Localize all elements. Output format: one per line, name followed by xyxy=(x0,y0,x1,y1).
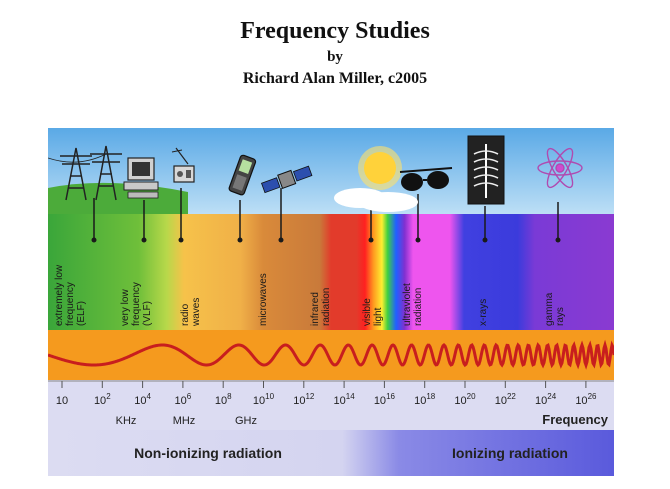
band-label: very lowfrequency(VLF) xyxy=(120,282,153,326)
axis-tick-label: 108 xyxy=(215,392,232,407)
mobile-phone-icon xyxy=(228,154,257,196)
byline-by: by xyxy=(327,49,343,65)
axis-tick-label: 102 xyxy=(94,392,111,407)
xray-film-icon xyxy=(467,135,505,205)
satellite-icon xyxy=(261,165,313,194)
band-label: x-rays xyxy=(478,299,489,326)
axis-tick-label: 1010 xyxy=(253,392,275,407)
computer-icon xyxy=(123,157,159,199)
axis-tick-label: 1022 xyxy=(495,392,517,407)
band-label: infraredradiation xyxy=(310,288,332,326)
axis-tick-label: 1018 xyxy=(414,392,436,407)
axis-tick-label: 1012 xyxy=(293,392,315,407)
spectrum-bands-background xyxy=(48,214,614,330)
axis-tick-label: 1026 xyxy=(575,392,597,407)
band-label: gammarays xyxy=(544,292,566,326)
band-label: radiowaves xyxy=(180,298,202,327)
axis-tick-label: 1014 xyxy=(334,392,356,407)
axis-tick-label: 106 xyxy=(175,392,192,407)
axis-tick-label: 1020 xyxy=(454,392,476,407)
unit-label: MHz xyxy=(173,415,196,427)
ionizing-label: Ionizing radiation xyxy=(452,445,568,461)
band-label: ultravioletradiation xyxy=(402,283,424,326)
page-title: Frequency Studies xyxy=(240,18,430,44)
axis-tick-label: 1024 xyxy=(535,392,557,407)
atom-icon xyxy=(537,147,583,189)
non-ionizing-label: Non-ionizing radiation xyxy=(134,445,282,461)
axis-band xyxy=(48,380,614,430)
sun-icon xyxy=(334,146,418,212)
sunglasses-icon xyxy=(399,167,453,191)
axis-tick-label: 1016 xyxy=(374,392,396,407)
icon-pointer-lines xyxy=(93,188,559,240)
axis-tick-label: 104 xyxy=(134,392,151,407)
band-label: extremely lowfrequency(ELF) xyxy=(54,264,87,326)
author-credit: Richard Alan Miller, c2005 xyxy=(242,70,428,87)
band-label: microwaves xyxy=(258,273,269,326)
frequency-axis-label: Frequency xyxy=(542,412,609,427)
hill-graphic xyxy=(48,182,188,216)
radio-icon xyxy=(171,147,195,183)
axis-tick-label: 10 xyxy=(56,395,68,407)
radiation-band xyxy=(48,430,614,476)
unit-label: GHz xyxy=(235,415,257,427)
power-line-tower-icon xyxy=(48,145,122,201)
frequency-wave xyxy=(48,339,614,370)
band-label: visiblelight xyxy=(362,298,384,326)
electromagnetic-spectrum-diagram: 10 102 104 106 108 1010 1012 1014 1016 1018 1020 10… xyxy=(48,128,614,476)
unit-label: KHz xyxy=(116,415,137,427)
